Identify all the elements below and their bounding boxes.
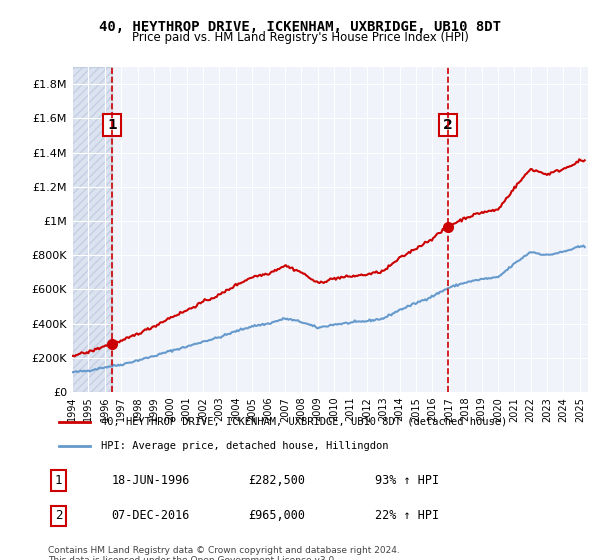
Text: 07-DEC-2016: 07-DEC-2016 [112, 510, 190, 522]
Text: Price paid vs. HM Land Registry's House Price Index (HPI): Price paid vs. HM Land Registry's House … [131, 31, 469, 44]
Text: 40, HEYTHROP DRIVE, ICKENHAM, UXBRIDGE, UB10 8DT (detached house): 40, HEYTHROP DRIVE, ICKENHAM, UXBRIDGE, … [101, 417, 507, 427]
Bar [72, 67, 112, 392]
Text: 22% ↑ HPI: 22% ↑ HPI [376, 510, 439, 522]
Text: 2: 2 [55, 510, 62, 522]
Text: 1: 1 [55, 474, 62, 487]
Text: 2: 2 [443, 118, 452, 132]
Bar [72, 67, 112, 392]
Text: £282,500: £282,500 [248, 474, 305, 487]
Text: £965,000: £965,000 [248, 510, 305, 522]
Text: 18-JUN-1996: 18-JUN-1996 [112, 474, 190, 487]
Text: 93% ↑ HPI: 93% ↑ HPI [376, 474, 439, 487]
Text: 1: 1 [107, 118, 117, 132]
Text: HPI: Average price, detached house, Hillingdon: HPI: Average price, detached house, Hill… [101, 441, 388, 451]
Bar [112, 67, 448, 392]
Text: 40, HEYTHROP DRIVE, ICKENHAM, UXBRIDGE, UB10 8DT: 40, HEYTHROP DRIVE, ICKENHAM, UXBRIDGE, … [99, 20, 501, 34]
Text: Contains HM Land Registry data © Crown copyright and database right 2024.
This d: Contains HM Land Registry data © Crown c… [48, 546, 400, 560]
